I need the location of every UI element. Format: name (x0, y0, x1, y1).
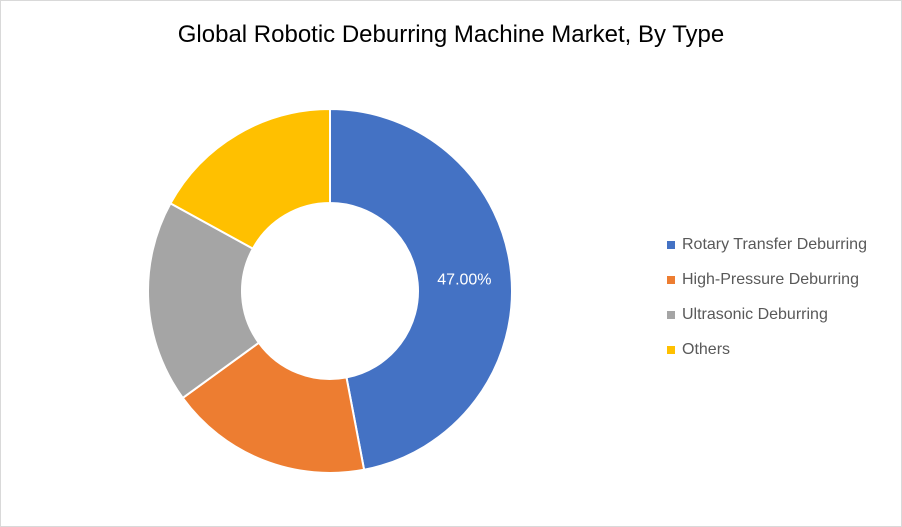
legend-item: Ultrasonic Deburring (667, 297, 867, 332)
slice-others (169, 107, 331, 250)
legend-swatch (667, 275, 675, 284)
legend-swatch (667, 345, 675, 354)
legend-item: Others (667, 332, 867, 367)
legend-swatch (667, 240, 675, 249)
legend-item: Rotary Transfer Deburring (667, 227, 867, 262)
legend: Rotary Transfer Deburring High-Pressure D… (667, 227, 867, 367)
legend-swatch (667, 310, 675, 319)
legend-label: High-Pressure Deburring (682, 270, 859, 288)
legend-label: Rotary Transfer Deburring (682, 235, 867, 253)
data-label: 47.00% (437, 271, 491, 288)
legend-label: Others (682, 340, 731, 358)
legend-label: Ultrasonic Deburring (682, 305, 828, 323)
slice-high-pressure-deburring (181, 341, 366, 474)
chart-title: Global Robotic Deburring Machine Market,… (177, 21, 725, 48)
slice-rotary-transfer-deburring (329, 107, 513, 471)
legend-item: High-Pressure Deburring (667, 262, 867, 297)
slice-ultrasonic-deburring (147, 201, 261, 400)
